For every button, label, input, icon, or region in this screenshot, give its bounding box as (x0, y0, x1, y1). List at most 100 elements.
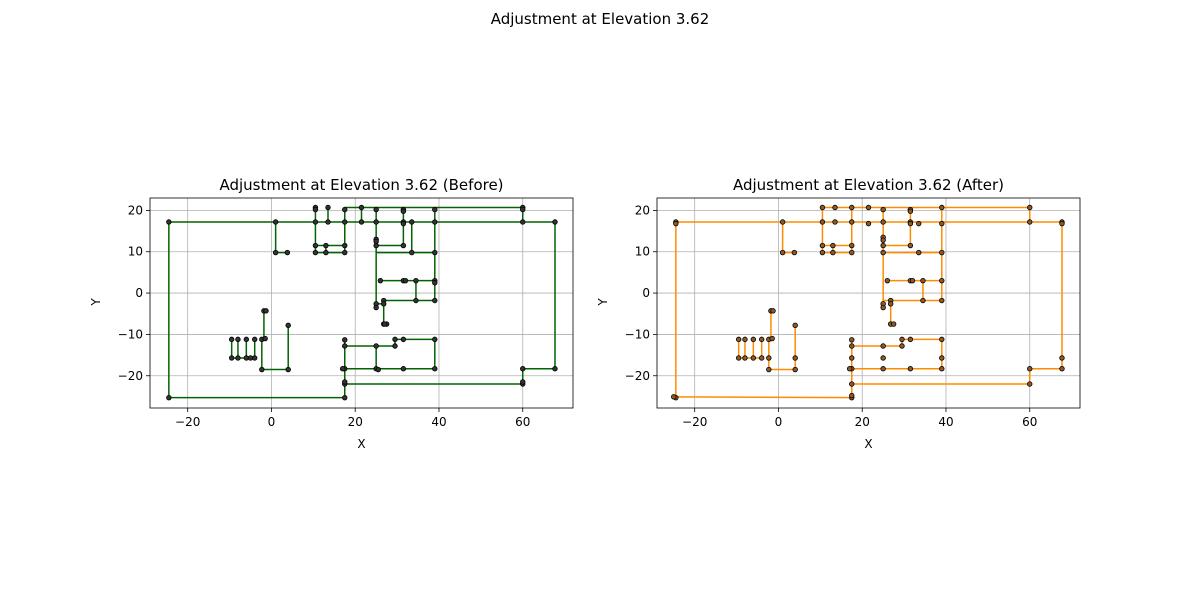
after-data-point (846, 366, 853, 372)
after-data-point (865, 204, 872, 211)
after-data-point (849, 249, 855, 256)
before-chart-title: Adjustment at Elevation 3.62 (Before) (219, 176, 503, 194)
before-data-point (272, 249, 279, 256)
after-data-point (888, 301, 894, 307)
before-x-axis-label: X (357, 437, 365, 451)
after-data-point (769, 335, 775, 342)
after-data-point (890, 321, 897, 327)
after-data-point (916, 220, 922, 227)
before-data-point (432, 280, 438, 286)
after-data-point (880, 206, 886, 213)
before-data-point (342, 249, 348, 256)
before-y-tick-label: 10 (128, 245, 143, 259)
after-data-point (880, 343, 886, 349)
after-data-point (849, 343, 855, 349)
after-data-point (920, 277, 926, 284)
before-data-point (342, 343, 348, 349)
after-data-point (1027, 219, 1033, 225)
after-data-point (830, 242, 836, 249)
before-x-tick-label: 60 (515, 415, 530, 429)
after-data-point (939, 336, 945, 343)
before-data-point (520, 206, 526, 213)
before-data-point (312, 206, 319, 213)
after-data-point (1059, 355, 1065, 361)
before-data-point (285, 366, 291, 373)
after-data-point (1027, 366, 1033, 372)
after-data-point (920, 297, 926, 304)
before-data-point (323, 249, 329, 256)
after-data-point (750, 336, 757, 343)
after-data-point (750, 355, 757, 361)
after-data-point (849, 337, 855, 343)
after-data-point (792, 355, 798, 361)
before-data-point (312, 249, 319, 256)
after-chart-panel: Adjustment at Elevation 3.62 (After) X Y… (596, 176, 1081, 451)
before-data-point (272, 219, 279, 225)
before-chart-panel: Adjustment at Elevation 3.62 (Before) X … (89, 176, 574, 451)
before-data-point (409, 219, 415, 225)
before-data-point (259, 366, 265, 373)
after-data-point (939, 249, 945, 256)
before-data-point (323, 242, 329, 249)
after-data-point (819, 204, 826, 211)
before-data-point (358, 204, 365, 211)
after-data-point (880, 219, 886, 225)
after-data-point (880, 366, 886, 372)
before-data-point (373, 242, 379, 249)
before-data-point (339, 366, 346, 372)
after-data-point (766, 355, 772, 361)
after-data-point (1059, 220, 1065, 227)
before-data-point (262, 335, 268, 342)
after-x-tick-label: −20 (682, 415, 707, 429)
after-chart-title: Adjustment at Elevation 3.62 (After) (733, 176, 1004, 194)
before-data-point (342, 337, 348, 343)
after-x-tick-label: 40 (938, 415, 953, 429)
after-data-point (819, 219, 826, 225)
before-data-point (381, 301, 387, 307)
after-data-point (880, 355, 886, 361)
before-data-point (432, 366, 438, 372)
before-data-point (432, 206, 438, 213)
after-data-point (742, 355, 748, 361)
before-series-line (314, 221, 346, 254)
before-data-point (166, 219, 172, 225)
before-data-point (400, 220, 407, 227)
before-y-tick-label: −20 (118, 369, 143, 383)
after-data-point (742, 336, 748, 343)
after-y-tick-label: 10 (635, 245, 650, 259)
after-data-point (830, 249, 836, 256)
after-data-point (939, 297, 945, 304)
before-data-point (520, 366, 526, 372)
after-data-point (907, 336, 914, 343)
after-data-point (865, 220, 872, 227)
after-data-point (884, 277, 891, 284)
figure-suptitle: Adjustment at Elevation 3.62 (491, 10, 710, 28)
before-data-point (263, 308, 269, 314)
before-data-point (373, 343, 379, 349)
before-data-point (373, 304, 379, 311)
after-y-tick-label: 0 (642, 286, 650, 300)
after-data-point (1027, 381, 1033, 387)
after-data-point (880, 242, 886, 249)
after-data-point (899, 343, 905, 349)
after-data-point (939, 220, 945, 227)
before-y-tick-label: 0 (135, 286, 143, 300)
after-data-point (880, 304, 886, 311)
before-data-point (251, 336, 258, 343)
after-data-point (849, 204, 855, 211)
before-axes-frame (149, 197, 574, 409)
before-data-point (342, 394, 348, 401)
before-data-point (432, 297, 438, 304)
after-data-point (779, 219, 786, 225)
after-axes-frame (656, 197, 1081, 409)
before-y-tick-label: −10 (118, 327, 143, 341)
after-data-point (792, 366, 798, 373)
before-data-point (377, 277, 384, 284)
after-data-point (849, 381, 855, 387)
before-data-point (325, 204, 331, 211)
after-data-point (759, 355, 765, 361)
before-data-point (166, 394, 172, 401)
before-data-point (400, 208, 407, 214)
after-data-point (916, 249, 922, 256)
after-data-point (907, 208, 914, 214)
